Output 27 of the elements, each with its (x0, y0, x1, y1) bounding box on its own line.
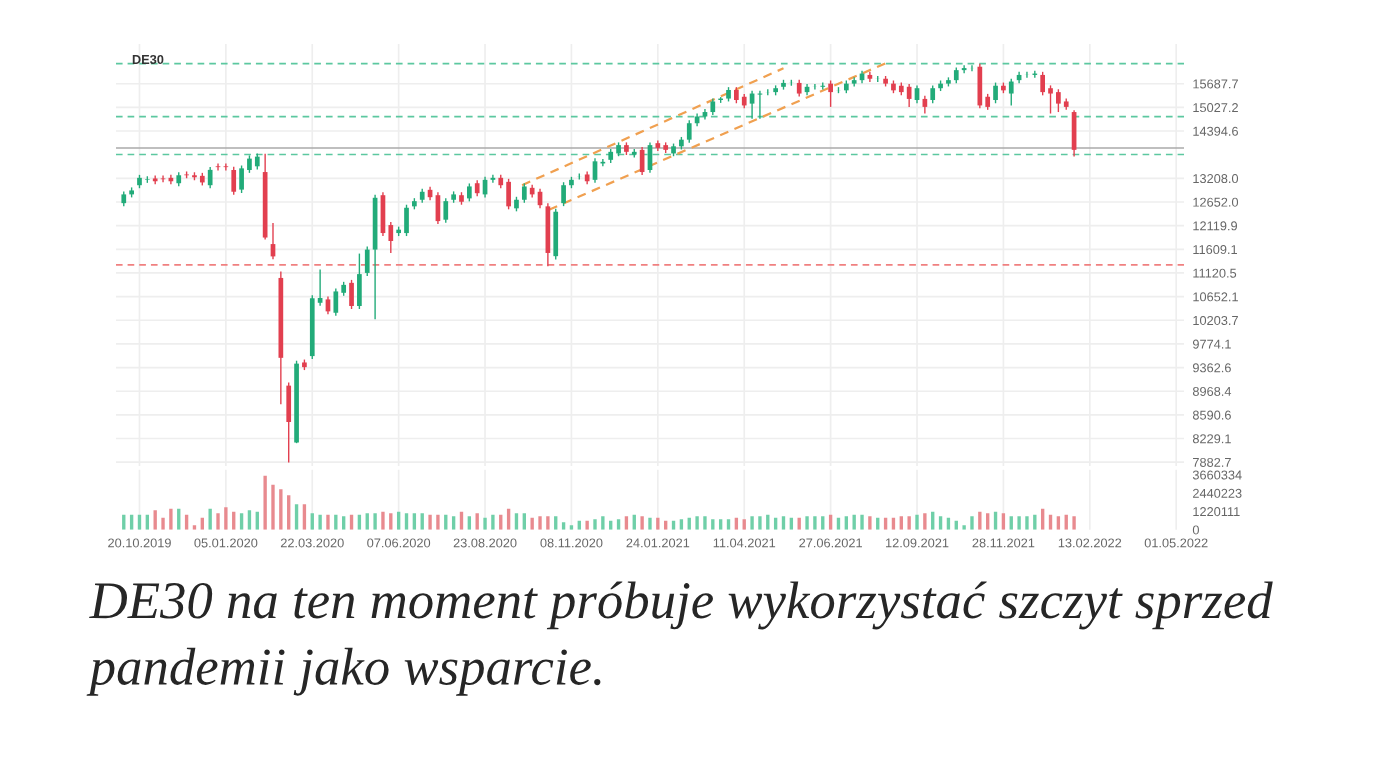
candlestick (349, 279, 354, 310)
candlestick (223, 162, 229, 172)
candlestick (333, 287, 339, 317)
candlestick (207, 166, 213, 189)
candlestick (160, 174, 166, 183)
candlestick (239, 164, 244, 194)
candlestick (231, 166, 237, 196)
candlestick (364, 245, 370, 277)
candlestick (215, 162, 221, 172)
candlestick (1008, 78, 1014, 107)
candlestick (686, 119, 692, 144)
candlestick (506, 178, 511, 211)
candlestick (828, 79, 833, 108)
candlestick (286, 381, 292, 464)
candlestick (993, 81, 998, 104)
candlestick (404, 204, 409, 237)
candlestick (443, 197, 449, 224)
candlestick (1056, 88, 1061, 113)
candlestick (521, 182, 527, 204)
candlestick (906, 83, 912, 108)
candlestick (553, 208, 559, 261)
candlestick (152, 174, 158, 185)
candlestick (1040, 71, 1046, 97)
candlestick (561, 181, 566, 207)
text: DE30 na ten moment próbuje wykorzystać szczyt sprzed pandemii jako wsparcie. (86, 581, 1273, 696)
candlestick (357, 252, 362, 310)
candlestick (977, 62, 983, 110)
